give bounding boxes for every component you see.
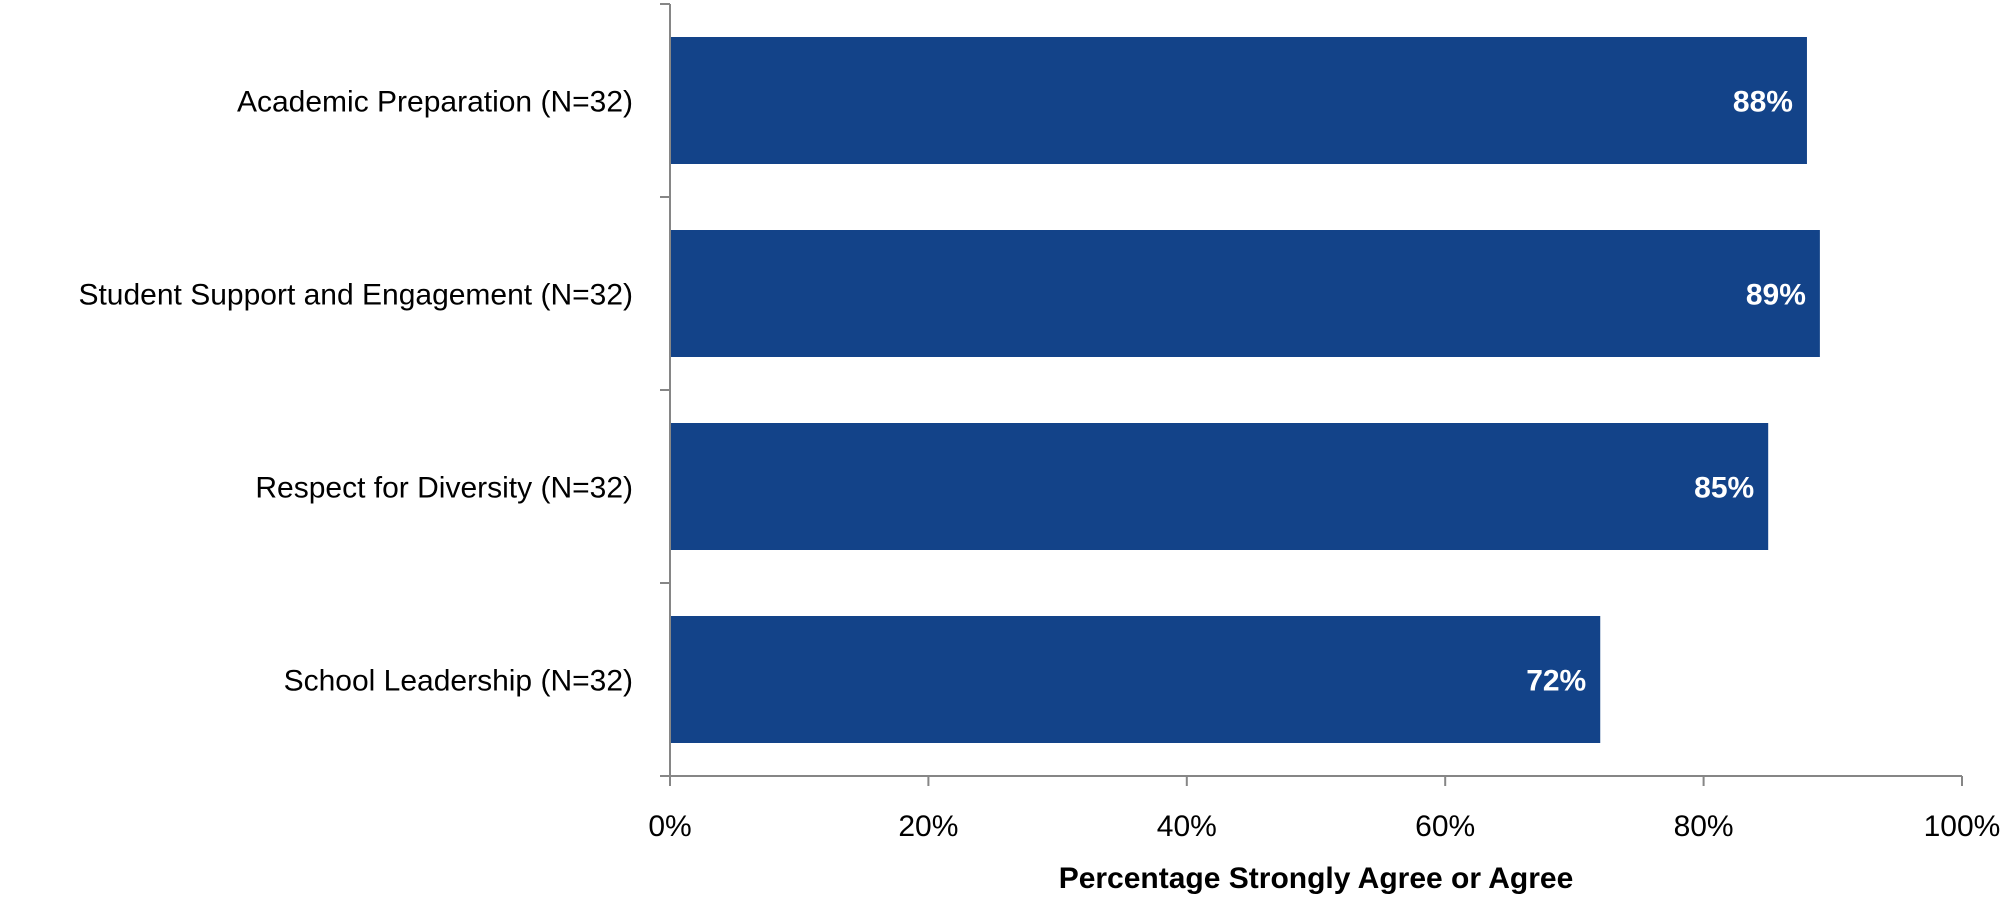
data-label: 72% [1526,665,1586,698]
bar [670,423,1769,550]
bar [670,230,1820,357]
x-tick-label: 20% [898,810,958,843]
labels-layer: Academic Preparation (N=32) 88% Student Su… [78,86,2000,844]
bar [670,616,1601,743]
x-tick-label: 40% [1157,810,1217,843]
category-label: School Leadership (N=32) [284,665,633,698]
x-tick-label: 60% [1415,810,1475,843]
category-label: Student Support and Engagement (N=32) [78,279,633,312]
x-tick-label: 80% [1674,810,1734,843]
bars-layer [670,37,1820,743]
data-label: 89% [1746,279,1806,312]
x-tick-label: 100% [1924,810,2001,843]
bar [670,37,1807,164]
category-label: Respect for Diversity (N=32) [255,472,633,505]
data-label: 88% [1733,86,1793,119]
category-label: Academic Preparation (N=32) [237,86,633,119]
axes-layer [660,3,1963,786]
data-label: 85% [1694,472,1754,505]
x-tick-label: 0% [648,810,691,843]
x-axis-title: Percentage Strongly Agree or Agree [1059,862,1574,895]
